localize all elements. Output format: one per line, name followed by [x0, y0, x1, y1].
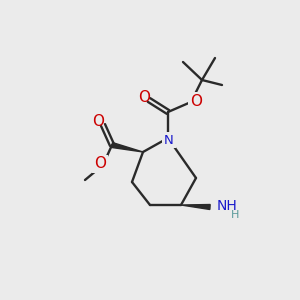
Text: H: H	[231, 210, 239, 220]
Polygon shape	[111, 142, 143, 152]
Text: O: O	[138, 91, 150, 106]
Text: N: N	[164, 134, 174, 146]
Text: NH: NH	[217, 199, 238, 213]
Polygon shape	[181, 205, 210, 209]
Text: O: O	[94, 157, 106, 172]
Text: O: O	[92, 113, 104, 128]
Text: O: O	[190, 94, 202, 109]
